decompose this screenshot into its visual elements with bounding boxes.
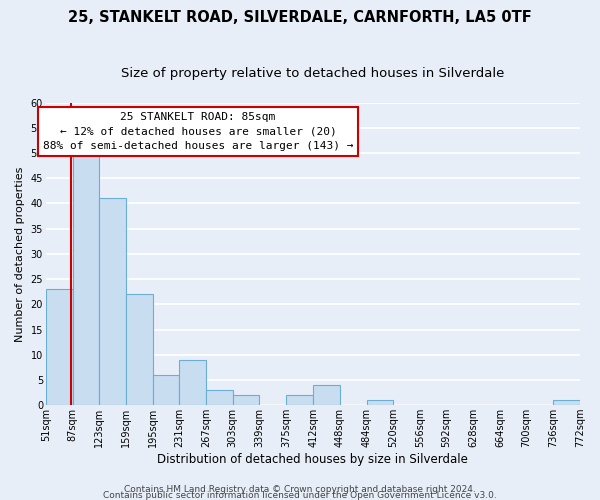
Bar bbox=[367, 400, 394, 405]
Bar bbox=[553, 400, 580, 405]
Bar bbox=[152, 375, 179, 405]
Text: 25, STANKELT ROAD, SILVERDALE, CARNFORTH, LA5 0TF: 25, STANKELT ROAD, SILVERDALE, CARNFORTH… bbox=[68, 10, 532, 25]
Bar bbox=[206, 390, 233, 405]
Bar bbox=[73, 153, 99, 405]
Bar bbox=[126, 294, 152, 405]
X-axis label: Distribution of detached houses by size in Silverdale: Distribution of detached houses by size … bbox=[157, 453, 469, 466]
Text: Contains HM Land Registry data © Crown copyright and database right 2024.: Contains HM Land Registry data © Crown c… bbox=[124, 484, 476, 494]
Text: Contains public sector information licensed under the Open Government Licence v3: Contains public sector information licen… bbox=[103, 490, 497, 500]
Bar bbox=[286, 395, 313, 405]
Title: Size of property relative to detached houses in Silverdale: Size of property relative to detached ho… bbox=[121, 68, 505, 80]
Text: 25 STANKELT ROAD: 85sqm
← 12% of detached houses are smaller (20)
88% of semi-de: 25 STANKELT ROAD: 85sqm ← 12% of detache… bbox=[43, 112, 353, 151]
Bar bbox=[99, 198, 126, 405]
Bar bbox=[46, 289, 73, 405]
Y-axis label: Number of detached properties: Number of detached properties bbox=[15, 166, 25, 342]
Bar bbox=[233, 395, 259, 405]
Bar bbox=[179, 360, 206, 405]
Bar bbox=[313, 385, 340, 405]
